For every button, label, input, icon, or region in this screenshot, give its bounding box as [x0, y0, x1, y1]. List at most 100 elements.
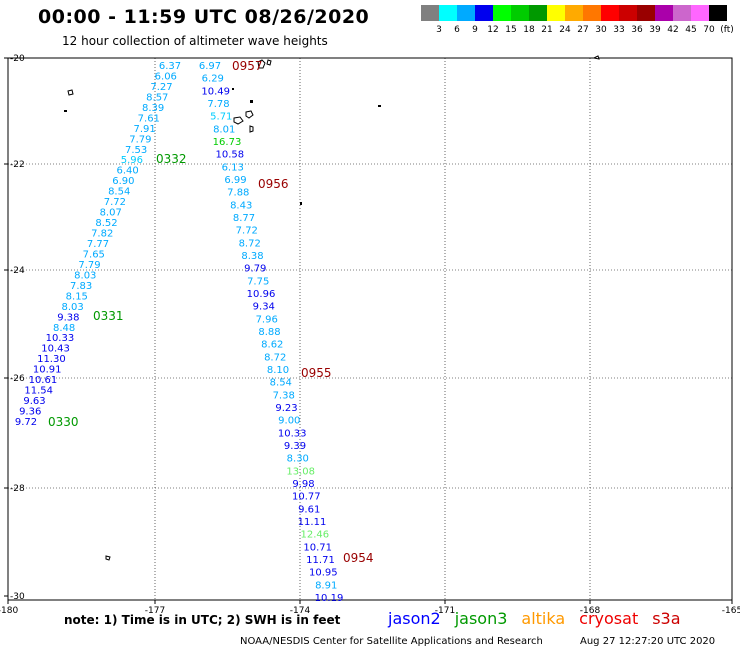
swh-value[interactable]: 11.30	[37, 354, 66, 365]
swh-value[interactable]: 10.19	[315, 593, 344, 604]
swh-value[interactable]: 7.75	[247, 276, 269, 287]
swh-value[interactable]: 5.96	[121, 155, 143, 166]
swh-value[interactable]: 8.03	[61, 302, 83, 313]
swh-value[interactable]: 8.38	[241, 251, 263, 262]
swh-value[interactable]: 6.29	[202, 74, 224, 85]
satellite-name: altika	[521, 609, 566, 628]
swh-value[interactable]: 9.61	[298, 504, 320, 515]
satellite-legend: jason2 jason3 altika cryosat s3a	[388, 609, 695, 628]
swh-value[interactable]: 8.62	[261, 340, 283, 351]
swh-value[interactable]: 11.54	[24, 386, 53, 397]
swh-value[interactable]: 7.72	[104, 197, 126, 208]
swh-value[interactable]: 9.23	[275, 403, 297, 414]
satellite-name: jason2	[388, 609, 441, 628]
swh-value[interactable]: 7.61	[138, 113, 160, 124]
legend-label: 45	[685, 25, 697, 35]
swh-value[interactable]: 8.43	[230, 200, 252, 211]
swh-value[interactable]: 8.91	[315, 580, 337, 591]
map-frame	[7, 57, 733, 601]
swh-value[interactable]: 9.98	[292, 479, 314, 490]
swh-value[interactable]: 16.73	[213, 137, 242, 148]
swh-value[interactable]: 9.00	[278, 416, 300, 427]
swh-value[interactable]: 6.97	[199, 61, 221, 72]
legend-label: 30	[595, 25, 607, 35]
swh-value[interactable]: 7.27	[150, 82, 172, 93]
legend-label: 70	[703, 25, 715, 35]
swh-value[interactable]: 10.43	[41, 344, 70, 355]
swh-value[interactable]: 7.38	[273, 390, 295, 401]
swh-value[interactable]: 10.91	[33, 365, 62, 376]
swh-value[interactable]: 7.88	[227, 188, 249, 199]
legend-swatch	[529, 5, 547, 21]
altimeter-tracks: 6.376.067.278.578.397.617.917.797.535.96…	[15, 61, 343, 604]
swh-value[interactable]: 6.13	[222, 162, 244, 173]
swh-value[interactable]: 7.53	[125, 145, 147, 156]
legend-label: (ft)	[720, 25, 734, 35]
pass-time-label: 0957	[232, 59, 263, 73]
swh-value[interactable]: 8.54	[108, 187, 130, 198]
swh-value[interactable]: 9.63	[23, 396, 45, 407]
footnote: note: 1) Time is in UTC; 2) SWH is in fe…	[64, 613, 341, 627]
swh-value[interactable]: 8.07	[100, 208, 122, 219]
swh-value[interactable]: 8.72	[239, 238, 261, 249]
swh-value[interactable]: 8.01	[213, 124, 235, 135]
satellite-name: cryosat	[579, 609, 639, 628]
swh-value[interactable]: 8.30	[287, 454, 309, 465]
swh-value[interactable]: 8.54	[270, 378, 292, 389]
swh-value[interactable]: 9.36	[19, 407, 41, 418]
swh-value[interactable]: 8.77	[233, 213, 255, 224]
swh-value[interactable]: 7.65	[83, 250, 105, 261]
swh-value[interactable]: 8.48	[53, 323, 75, 334]
swh-value[interactable]: 8.39	[142, 103, 164, 114]
legend-swatch	[709, 5, 727, 21]
swh-value[interactable]: 7.83	[70, 281, 92, 292]
swh-value[interactable]: 6.06	[155, 72, 177, 83]
swh-value[interactable]: 11.11	[298, 517, 327, 528]
legend-label: 15	[505, 25, 517, 35]
swh-value[interactable]: 10.49	[201, 86, 230, 97]
swh-value[interactable]: 9.34	[253, 302, 275, 313]
swh-value[interactable]: 10.96	[247, 289, 276, 300]
swh-value[interactable]: 10.71	[303, 542, 332, 553]
swh-value[interactable]: 6.99	[224, 175, 246, 186]
legend-swatch	[583, 5, 601, 21]
swh-value[interactable]: 7.77	[87, 239, 109, 250]
swh-value[interactable]: 11.71	[306, 555, 335, 566]
swh-value[interactable]: 13.08	[286, 466, 315, 477]
swh-value[interactable]: 7.96	[256, 314, 278, 325]
swh-value[interactable]: 7.79	[129, 134, 151, 145]
swh-value[interactable]: 6.90	[112, 176, 134, 187]
swh-value[interactable]: 9.72	[15, 417, 37, 428]
swh-value[interactable]: 10.33	[278, 428, 307, 439]
swh-value[interactable]: 10.33	[46, 333, 75, 344]
swh-value[interactable]: 6.37	[159, 61, 181, 72]
island	[378, 105, 381, 107]
swh-value[interactable]: 10.95	[309, 568, 338, 579]
island	[232, 88, 234, 90]
swh-value[interactable]: 10.58	[215, 150, 244, 161]
swh-value[interactable]: 10.61	[29, 375, 58, 386]
swh-value[interactable]: 8.10	[267, 365, 289, 376]
swh-value[interactable]: 8.72	[264, 352, 286, 363]
swh-value[interactable]: 9.38	[57, 312, 79, 323]
swh-value[interactable]: 8.57	[146, 92, 168, 103]
swh-value[interactable]: 9.79	[244, 264, 266, 275]
swh-value[interactable]: 7.78	[207, 99, 229, 110]
island	[105, 555, 111, 561]
swh-value[interactable]: 6.40	[116, 166, 138, 177]
swh-value[interactable]: 7.79	[78, 260, 100, 271]
swh-value[interactable]: 7.82	[91, 229, 113, 240]
swh-value[interactable]: 10.77	[292, 492, 321, 503]
swh-value[interactable]: 8.15	[66, 291, 88, 302]
swh-value[interactable]: 8.03	[74, 270, 96, 281]
swh-value[interactable]: 5.71	[210, 112, 232, 123]
swh-value[interactable]: 8.88	[258, 327, 280, 338]
swh-value[interactable]: 7.91	[133, 124, 155, 135]
legend-swatch	[655, 5, 673, 21]
swh-value[interactable]: 7.72	[236, 226, 258, 237]
swh-value[interactable]: 8.52	[95, 218, 117, 229]
swh-value[interactable]: 9.39	[284, 441, 306, 452]
island	[249, 125, 254, 133]
swh-value[interactable]: 12.46	[300, 530, 329, 541]
